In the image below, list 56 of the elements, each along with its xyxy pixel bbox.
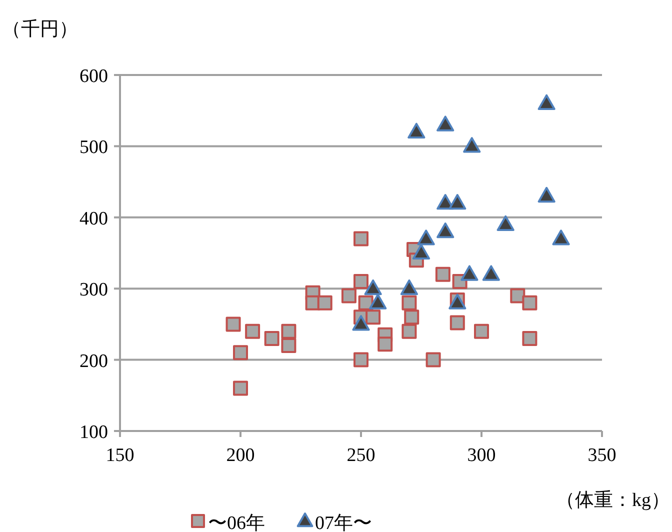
x-axis-title: （体重：kg） [556,490,670,511]
x-tick-label: 250 [346,445,376,466]
point [496,215,514,232]
y-axis-title: （千円） [2,19,78,40]
point [436,222,454,238]
point [364,279,382,296]
point [233,345,248,360]
x-tick-label: 300 [467,445,496,466]
point [402,324,417,339]
point [450,315,465,330]
legend-label: 07年〜 [315,513,372,532]
point [474,324,489,339]
point [352,315,370,331]
point [538,186,556,203]
point [233,380,248,396]
point [482,265,500,281]
point [281,338,296,354]
point [448,194,466,210]
point [226,316,241,332]
point [366,310,381,325]
y-tick-label: 100 [80,422,108,443]
point [404,310,420,325]
point [538,94,556,110]
y-tick-label: 400 [80,208,108,230]
legend-label: 〜06年 [208,513,265,532]
point [412,244,430,260]
point [354,352,368,368]
x-tick-label: 350 [588,445,616,466]
point [510,288,526,304]
point [460,265,478,281]
point [436,116,454,132]
point [426,352,441,368]
point [522,295,538,310]
y-tick-label: 600 [80,66,108,87]
point [522,330,538,346]
point [369,294,387,310]
point [264,330,280,346]
point [317,295,332,310]
point [354,231,368,246]
x-tick-label: 200 [226,445,255,466]
point [417,230,435,246]
point [463,137,481,153]
x-tick-label: 150 [106,445,134,466]
y-tick-label: 200 [80,350,108,372]
point [281,324,296,339]
point [402,295,417,310]
point [378,336,393,352]
y-tick-label: 500 [80,137,108,158]
y-tick-label: 300 [80,280,108,301]
point [245,324,260,339]
point [354,274,368,289]
point [341,288,356,304]
point [408,122,426,138]
point [400,279,418,296]
point [435,266,450,282]
point [552,230,570,246]
